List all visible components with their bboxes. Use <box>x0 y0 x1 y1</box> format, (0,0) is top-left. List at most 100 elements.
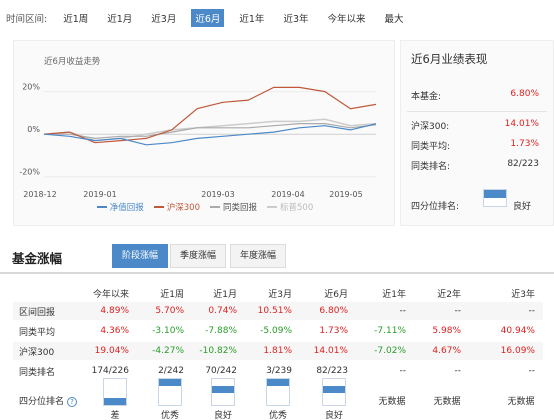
quartile-label: 良好 <box>324 411 343 420</box>
range-option[interactable]: 近3年 <box>283 14 309 25</box>
table-cell: -- <box>399 306 407 316</box>
time-range-bar: 时间区间: 近1周 近1月 近3月 近6月 近1年 近3年 今年以来 最大 <box>0 0 554 36</box>
table-cell: 4.36% <box>100 326 129 336</box>
performance-row-label: 同类排名: <box>411 162 451 172</box>
quartile-label: 无数据 <box>378 397 406 407</box>
table-cell: -7.11% <box>374 326 406 336</box>
legend-item[interactable]: 标普500 <box>267 201 313 213</box>
table-cell: 16.09% <box>500 346 535 356</box>
chart-legend: 净值回报 沪深300 同类回报 标普500 <box>14 201 396 213</box>
performance-row-label: 沪深300: <box>411 122 450 132</box>
table-cell: -10.82% <box>199 346 237 356</box>
quartile-box-fill <box>104 398 126 405</box>
performance-divider <box>407 111 547 112</box>
legend-swatch <box>153 206 164 208</box>
range-option[interactable]: 近1周 <box>63 14 89 25</box>
legend-swatch <box>267 206 278 208</box>
x-tick-label: 2019-04 <box>271 190 304 199</box>
x-tick-label: 2019-03 <box>201 190 234 199</box>
tab-quarterly-growth[interactable]: 季度涨幅 <box>170 244 227 268</box>
performance-row-value: 1.73% <box>510 139 539 149</box>
table-cell: 10.51% <box>257 306 292 316</box>
quartile-box-fill <box>267 379 289 386</box>
legend-swatch <box>96 206 107 208</box>
fund-growth-section-header: 基金涨幅 阶段涨幅 季度涨幅 年度涨幅 <box>0 236 554 274</box>
tab-annual-growth[interactable]: 年度涨幅 <box>230 244 287 268</box>
legend-label: 同类回报 <box>223 203 258 213</box>
performance-row: 沪深300: 14.01% <box>411 119 539 132</box>
table-header-cell: 近1周 <box>160 289 184 300</box>
table-row-label: 区间回报 <box>19 307 56 318</box>
performance-row-label: 同类平均: <box>411 142 451 152</box>
quartile-row-label: 四分位排名? <box>19 394 78 407</box>
quartile-box <box>322 378 346 406</box>
table-cell: 1.81% <box>263 346 292 356</box>
quartile-box-fill <box>323 386 345 393</box>
performance-row: 同类排名: 82/223 <box>411 159 539 172</box>
performance-row-value: 14.01% <box>504 119 539 129</box>
table-cell: 6.80% <box>319 306 348 316</box>
table-header-cell: 近3月 <box>268 289 292 300</box>
table-cell: 174/226 <box>91 366 129 376</box>
legend-item[interactable]: 净值回报 <box>96 201 144 213</box>
table-header-row: 今年以来 近1周 近1月 近3月 近6月 近1年 近2年 近3年 <box>13 284 543 302</box>
table-header-cell: 今年以来 <box>92 289 129 300</box>
legend-item[interactable]: 沪深300 <box>153 201 200 213</box>
range-option[interactable]: 最大 <box>384 14 404 25</box>
quartile-fill <box>484 190 506 198</box>
help-icon[interactable]: ? <box>67 397 78 407</box>
table-row: 沪深300 19.04% -4.27% -10.82% 1.81% 14.01% -7.02… <box>13 342 543 360</box>
tab-stage-growth[interactable]: 阶段涨幅 <box>112 244 169 268</box>
range-option[interactable]: 近6月 <box>191 9 225 27</box>
table-cell: 4.89% <box>100 306 129 316</box>
quartile-box <box>103 378 127 406</box>
range-option[interactable]: 近1年 <box>239 14 265 25</box>
table-cell: 5.98% <box>432 326 461 336</box>
table-cell: -- <box>454 306 462 316</box>
quartile-box <box>266 378 290 406</box>
legend-item[interactable]: 同类回报 <box>210 201 257 213</box>
table-cell: -7.88% <box>205 326 237 336</box>
table-cell: -3.10% <box>152 326 184 336</box>
quartile-indicator <box>483 189 507 207</box>
table-header-cell: 近3年 <box>511 289 535 300</box>
chart-title: 近6月收益走势 <box>44 57 101 67</box>
quartile-label: 四分位排名: <box>411 202 460 212</box>
table-cell: 40.94% <box>500 326 535 336</box>
table-row: 区间回报 4.89% 5.70% 0.74% 10.51% 6.80% -- -- -- <box>13 302 543 320</box>
table-cell: 3/239 <box>266 366 292 376</box>
quartile-row: 四分位排名? 差 优秀 良好 优秀 良好 无数据 无数据 无数据 <box>13 378 543 420</box>
quartile-label: 优秀 <box>160 411 179 420</box>
table-cell: -5.09% <box>260 326 292 336</box>
table-header-cell: 近1年 <box>382 289 406 300</box>
legend-label: 标普500 <box>280 203 314 213</box>
table-cell: 14.01% <box>313 346 348 356</box>
quartile-value: 良好 <box>513 202 532 212</box>
y-tick-label: -20% <box>19 168 40 177</box>
quartile-row-label-text: 四分位排名 <box>19 397 65 407</box>
time-range-label: 时间区间: <box>6 14 48 25</box>
quartile-label: 良好 <box>213 411 232 420</box>
range-option[interactable]: 近3月 <box>151 14 177 25</box>
quartile-box <box>158 378 182 406</box>
table-row: 同类平均 4.36% -3.10% -7.88% -5.09% 1.73% -7.11% 5.… <box>13 322 543 340</box>
table-cell: 19.04% <box>94 346 129 356</box>
return-chart-panel: 近6月收益走势 20% 0% -20% 2018-12 2019-01 2019-03 20… <box>13 40 395 226</box>
table-cell: 0.74% <box>208 306 237 316</box>
table-cell: 4.67% <box>432 346 461 356</box>
performance-row: 本基金: 6.80% <box>411 89 539 102</box>
range-option[interactable]: 今年以来 <box>327 14 366 25</box>
legend-swatch <box>210 206 220 208</box>
series-line-2 <box>44 122 377 140</box>
quartile-label: 无数据 <box>433 397 461 407</box>
table-row-label: 同类平均 <box>19 327 56 338</box>
series-line-1 <box>43 86 377 144</box>
quartile-box-fill <box>159 379 181 386</box>
table-cell: -- <box>528 366 536 376</box>
performance-row-value: 82/223 <box>507 159 539 169</box>
table-row-label: 沪深300 <box>19 347 55 358</box>
quartile-label: 差 <box>110 411 120 420</box>
table-cell: 82/223 <box>316 366 348 376</box>
performance-row-label: 本基金: <box>411 92 442 102</box>
range-option[interactable]: 近1月 <box>107 14 133 25</box>
